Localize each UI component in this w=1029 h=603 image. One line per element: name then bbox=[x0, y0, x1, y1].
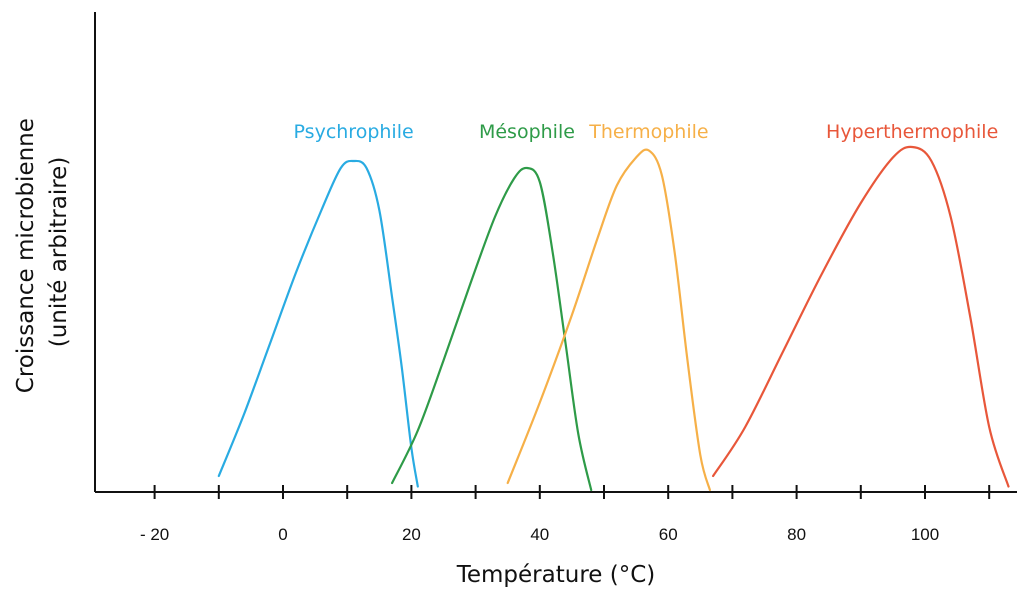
x-tick-label: 20 bbox=[402, 525, 421, 544]
series-labels: Psychrophile Mésophile Thermophile Hyperthe… bbox=[294, 121, 999, 143]
x-tick-label: 100 bbox=[911, 525, 939, 544]
y-axis-title: Croissance microbienne (unité arbitraire… bbox=[13, 111, 72, 393]
series-label-thermophile: Thermophile bbox=[588, 121, 708, 143]
x-tick-label: 60 bbox=[659, 525, 678, 544]
axes bbox=[94, 12, 1017, 493]
x-tick-label: 40 bbox=[530, 525, 549, 544]
x-tick-label: - 20 bbox=[140, 525, 169, 544]
x-tick-label: 0 bbox=[278, 525, 287, 544]
series-label-mesophile: Mésophile bbox=[479, 121, 575, 143]
x-ticks bbox=[153, 485, 991, 499]
y-axis-title-line-1: Croissance microbienne bbox=[13, 118, 39, 393]
x-axis-title: Température (°C) bbox=[456, 562, 656, 588]
curve-mesophile bbox=[391, 166, 593, 492]
series-label-hyperthermophile: Hyperthermophile bbox=[826, 121, 998, 143]
curve-thermophile bbox=[506, 148, 711, 492]
x-tick-label: 80 bbox=[787, 525, 806, 544]
curve-hyperthermophile bbox=[712, 145, 1010, 488]
x-tick-labels: - 20 0 20 40 60 80 100 bbox=[140, 525, 939, 544]
curve-psychrophile bbox=[217, 159, 419, 488]
y-axis-title-line-2: (unité arbitraire) bbox=[46, 157, 72, 348]
growth-curves bbox=[217, 145, 1010, 492]
series-label-psychrophile: Psychrophile bbox=[294, 121, 414, 143]
